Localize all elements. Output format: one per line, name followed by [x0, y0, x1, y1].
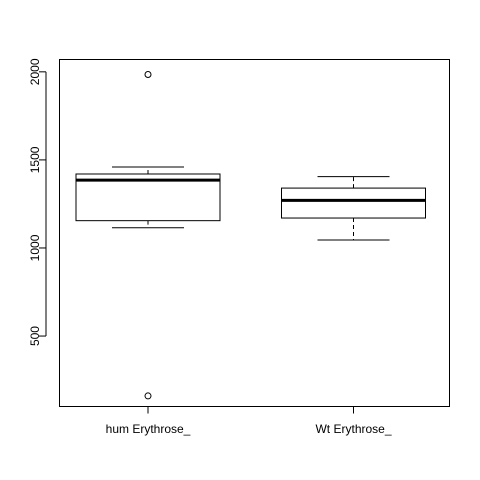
y-tick-label: 2000 — [28, 58, 42, 85]
outlier-point — [144, 70, 152, 78]
y-axis: 500 1000 1500 2000 — [28, 58, 47, 346]
outlier-point — [144, 392, 152, 400]
x-tick-label: hum Erythrose_ — [106, 422, 191, 436]
iqr-box — [281, 187, 426, 219]
y-tick-label: 1000 — [28, 234, 42, 261]
x-tick-label: Wt Erythrose_ — [315, 422, 391, 436]
iqr-box — [75, 173, 221, 222]
x-axis: hum Erythrose_ Wt Erythrose_ — [106, 406, 392, 436]
box-2 — [281, 176, 426, 241]
y-tick-label: 500 — [28, 326, 42, 346]
box-1 — [75, 70, 221, 400]
plot-frame — [59, 59, 450, 407]
boxes-group — [75, 70, 426, 400]
y-tick-label: 1500 — [28, 146, 42, 173]
